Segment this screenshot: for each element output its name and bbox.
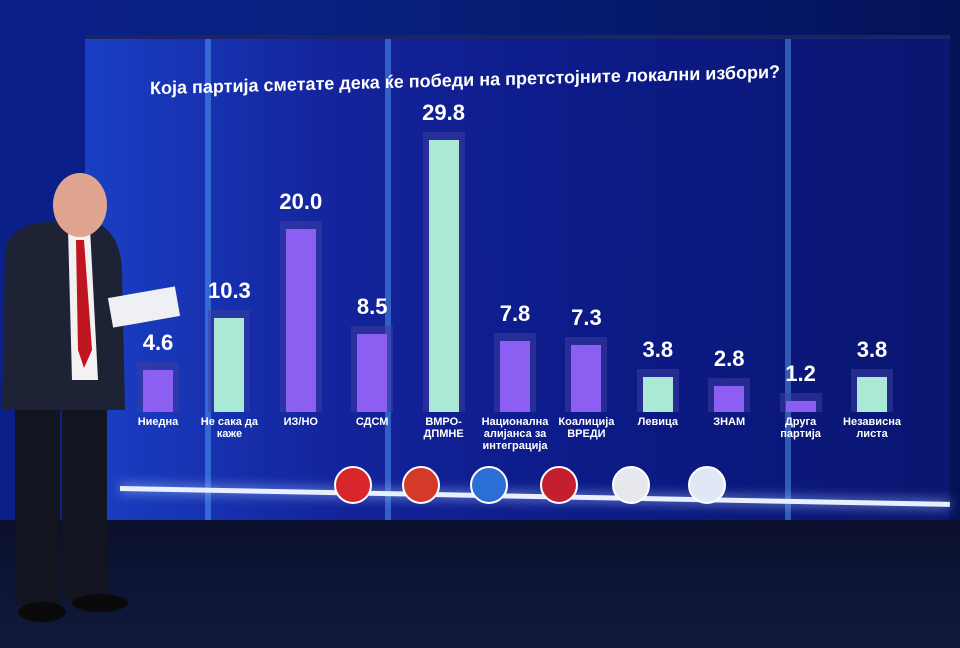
party-logo (540, 466, 578, 504)
party-logo (688, 466, 726, 504)
value-label: 8.5 (356, 294, 388, 320)
party-logo (402, 466, 440, 504)
bar (785, 401, 816, 412)
value-label: 3.8 (856, 337, 888, 363)
light-stripe (385, 39, 391, 524)
screen (85, 35, 950, 524)
bar (500, 340, 530, 412)
bar (642, 377, 673, 412)
category-label: ЗНАМ (713, 416, 746, 428)
category-label: Национална алијанса за интеграција (481, 416, 549, 452)
value-label: 4.6 (142, 330, 174, 355)
category-label: СДСМ (355, 416, 389, 428)
bar (571, 345, 602, 412)
bar (857, 377, 887, 412)
light-stripe (205, 39, 211, 524)
light-stripe (785, 39, 791, 524)
bar (714, 386, 745, 412)
party-logo (470, 466, 508, 504)
category-label: ВМРО- ДПМНЕ (423, 416, 464, 440)
bar (285, 229, 316, 412)
category-label: ИЗ/НО (283, 416, 318, 428)
value-label: 7.8 (499, 300, 531, 326)
value-label: 3.8 (642, 337, 674, 363)
category-label: Ниедна (137, 416, 179, 428)
party-logo (334, 466, 372, 504)
bar (214, 317, 245, 412)
presenter (2, 173, 181, 622)
value-label: 1.2 (785, 361, 816, 387)
bar (428, 140, 459, 412)
category-label: Друга партија (780, 416, 821, 440)
floor (0, 520, 960, 648)
party-logo (612, 466, 650, 504)
value-label: 20.0 (279, 189, 323, 215)
category-label: Коалиција ВРЕДИ (558, 416, 615, 440)
bar (357, 334, 388, 412)
bar (143, 370, 173, 412)
value-label: 10.3 (207, 277, 251, 303)
category-label: Независна листа (843, 416, 901, 440)
category-label: Левица (637, 416, 678, 428)
value-label: 2.8 (713, 346, 745, 372)
category-label: Не сака да каже (200, 416, 259, 440)
value-label: 29.8 (422, 100, 465, 125)
value-label: 7.3 (571, 305, 602, 331)
